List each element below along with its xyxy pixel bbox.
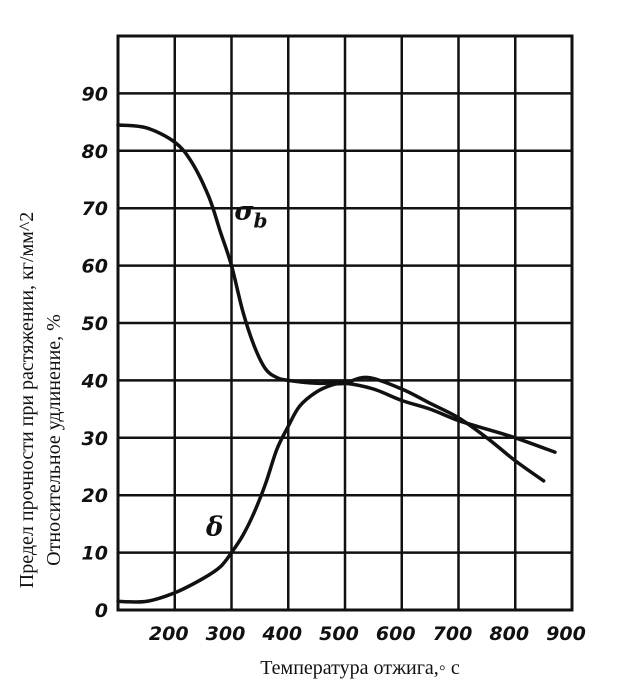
y-tick-label: 90 xyxy=(82,83,108,105)
series-delta xyxy=(116,375,546,604)
y-tick-label: 20 xyxy=(82,485,108,507)
x-tick-label: 500 xyxy=(319,623,359,645)
y-tick-label: 80 xyxy=(82,141,108,163)
x-tick-label: 300 xyxy=(206,623,246,645)
sigma-b-sub: b xyxy=(254,209,268,233)
sigma-b-main: σ xyxy=(234,197,254,227)
y-tick-label: 10 xyxy=(82,543,108,565)
x-tick-label: 900 xyxy=(546,623,586,645)
sigma-b-annotation: σb xyxy=(234,197,267,233)
y-axis-title-elongation: Относительное удлинение, % xyxy=(43,314,65,566)
x-tick-label: 600 xyxy=(376,623,416,645)
y-tick-label: 30 xyxy=(82,428,108,450)
x-tick-label: 400 xyxy=(261,623,302,645)
y-tick-label: 50 xyxy=(82,313,108,335)
x-tick-label: 200 xyxy=(149,623,189,645)
tick-labels: 0 10 20 30 40 50 60 70 80 90 200 300 400 500 600 700 800… xyxy=(81,83,586,645)
y-tick-label: 0 xyxy=(95,600,108,622)
x-tick-label: 700 xyxy=(433,623,473,645)
series-lines xyxy=(116,123,557,604)
delta-annotation: δ xyxy=(205,512,223,542)
x-axis-title: Температура отжига,◦ с xyxy=(260,657,460,679)
x-tick-label: 800 xyxy=(489,623,529,645)
y-tick-label: 70 xyxy=(82,198,108,220)
y-tick-label: 40 xyxy=(81,370,108,392)
grid xyxy=(116,34,574,612)
y-tick-label: 60 xyxy=(82,256,108,278)
series-sigma-b xyxy=(116,123,557,454)
y-axis-title-strength: Предел прочности при растяжении, кг/мм^2 xyxy=(16,212,38,588)
